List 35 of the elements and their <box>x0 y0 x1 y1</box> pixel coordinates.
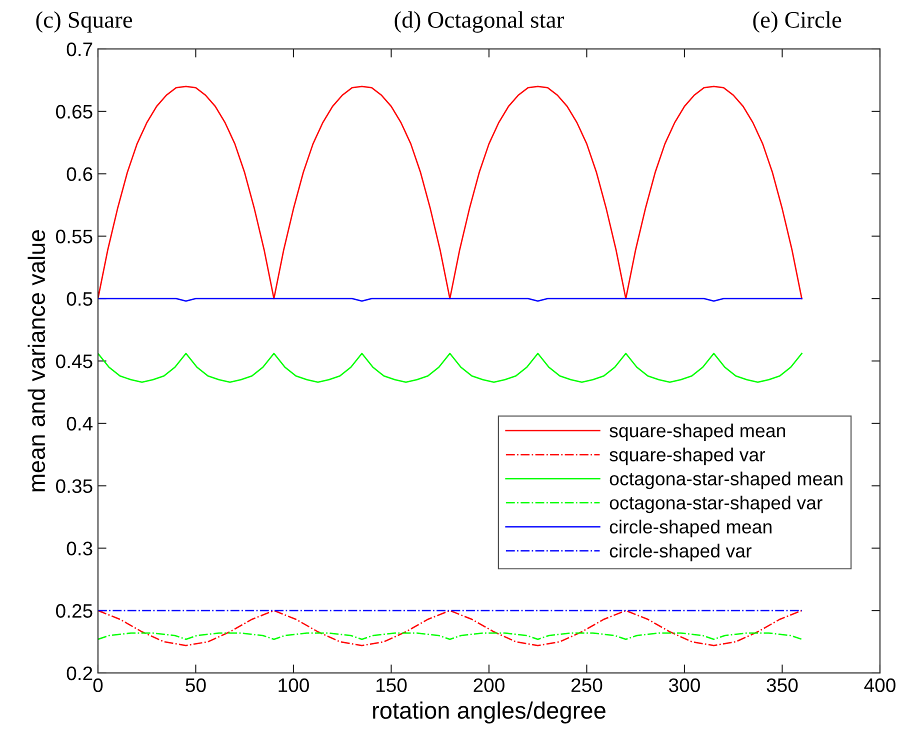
y-tick-label: 0.6 <box>66 167 92 182</box>
legend-label: square-shaped var <box>610 448 766 466</box>
x-tick-label: 100 <box>278 678 309 692</box>
y-tick-label: 0.45 <box>56 354 92 368</box>
y-tick-label: 0.2 <box>66 666 92 680</box>
x-tick-label: 250 <box>571 678 602 692</box>
legend-label: octagona-star-shaped mean <box>610 472 842 490</box>
x-tick-label: 50 <box>186 678 206 692</box>
legend-label: octagona-star-shaped var <box>610 496 822 514</box>
line-series <box>98 86 802 300</box>
x-tick-label: 400 <box>864 678 896 692</box>
text: (c) Square <box>36 11 132 33</box>
text: (e) Circle <box>753 11 842 33</box>
y-axis-title: mean and variance value <box>28 230 46 492</box>
y-tick-label: 0.35 <box>56 479 92 494</box>
y-tick-label: 0.65 <box>56 104 92 119</box>
legend-label: circle-shaped var <box>610 544 752 562</box>
legend-label: circle-shaped mean <box>610 520 772 538</box>
x-tick-label: 300 <box>668 678 700 692</box>
x-tick-label: 350 <box>766 678 798 692</box>
y-tick-label: 0.5 <box>66 292 92 306</box>
text: (d) Octagonal star <box>394 11 564 33</box>
y-tick-label: 0.25 <box>56 604 92 618</box>
y-tick-label: 0.55 <box>56 230 92 244</box>
legend-label: square-shaped mean <box>610 424 786 442</box>
line-series <box>98 352 802 383</box>
x-tick-label: 200 <box>474 678 504 692</box>
x-tick-label: 0 <box>93 678 103 692</box>
line-series <box>98 632 802 640</box>
x-axis-title: rotation angles/degree <box>373 702 606 724</box>
y-tick-label: 0.7 <box>66 42 92 56</box>
y-tick-label: 0.3 <box>66 542 92 556</box>
y-tick-label: 0.4 <box>66 416 93 431</box>
line-series <box>98 610 802 646</box>
x-tick-label: 150 <box>376 678 407 692</box>
